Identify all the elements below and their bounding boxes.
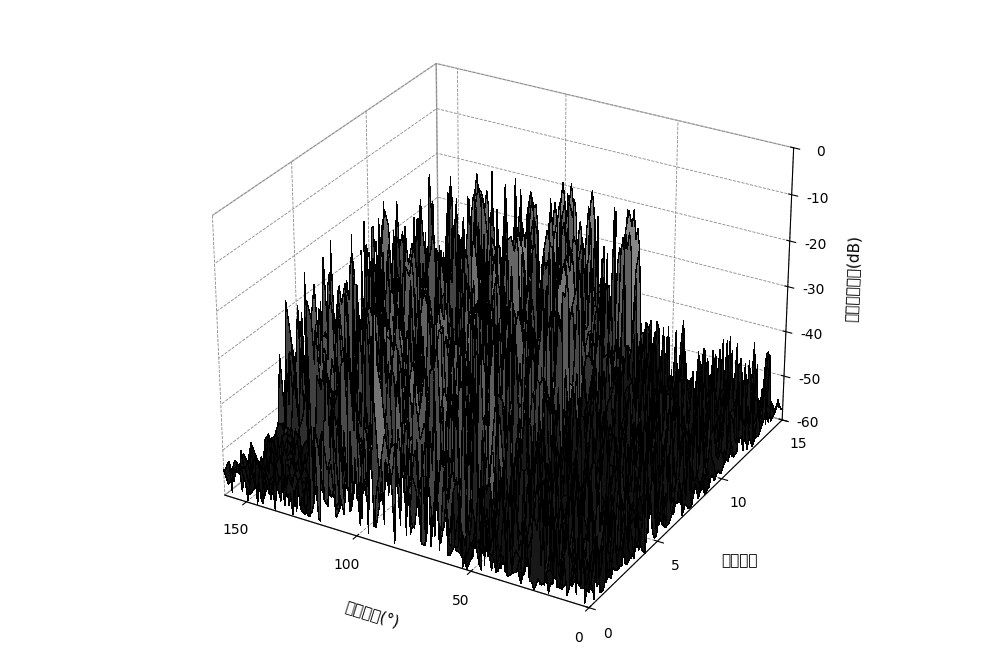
X-axis label: 空间角度(°): 空间角度(°) — [343, 598, 401, 629]
Y-axis label: 边带序号: 边带序号 — [721, 553, 758, 568]
